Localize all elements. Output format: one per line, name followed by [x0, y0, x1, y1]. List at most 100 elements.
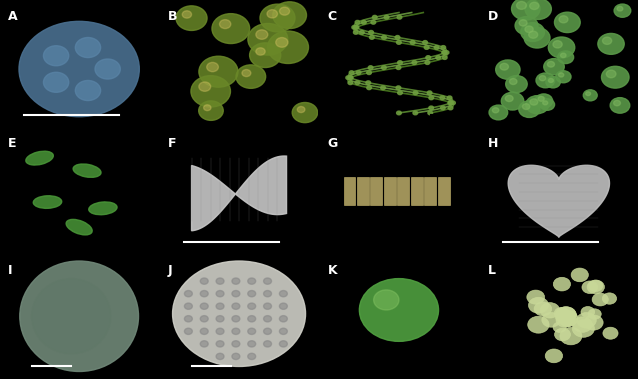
Circle shape	[561, 315, 575, 327]
Circle shape	[554, 12, 580, 33]
Circle shape	[572, 320, 595, 337]
Circle shape	[554, 307, 569, 319]
Circle shape	[528, 297, 549, 313]
Ellipse shape	[20, 261, 138, 371]
Circle shape	[538, 96, 544, 101]
Circle shape	[448, 106, 453, 110]
Circle shape	[441, 45, 445, 49]
Circle shape	[529, 31, 538, 38]
Circle shape	[493, 108, 499, 113]
Circle shape	[279, 303, 287, 309]
Circle shape	[510, 78, 517, 85]
Text: G: G	[328, 137, 338, 150]
Circle shape	[412, 61, 417, 64]
Bar	[384, 177, 396, 205]
Circle shape	[248, 353, 256, 360]
Circle shape	[263, 341, 272, 347]
Circle shape	[500, 63, 508, 70]
Circle shape	[232, 328, 240, 334]
Polygon shape	[191, 156, 286, 231]
Circle shape	[614, 4, 631, 17]
Circle shape	[248, 291, 256, 297]
Text: J: J	[168, 263, 172, 277]
Circle shape	[219, 20, 231, 28]
Circle shape	[43, 46, 69, 66]
Circle shape	[429, 96, 434, 100]
Circle shape	[369, 36, 375, 39]
Ellipse shape	[32, 279, 111, 354]
Text: 10µm: 10µm	[592, 116, 608, 122]
Circle shape	[396, 66, 401, 69]
Circle shape	[540, 99, 554, 110]
Circle shape	[429, 106, 434, 110]
Circle shape	[200, 278, 208, 284]
Circle shape	[216, 291, 224, 297]
Circle shape	[602, 37, 612, 44]
Circle shape	[442, 51, 447, 55]
Circle shape	[523, 104, 530, 110]
Circle shape	[279, 328, 287, 334]
Circle shape	[426, 56, 431, 60]
Circle shape	[353, 25, 359, 29]
Circle shape	[587, 280, 604, 294]
Circle shape	[427, 91, 432, 95]
Circle shape	[548, 37, 575, 58]
Circle shape	[382, 36, 387, 39]
Circle shape	[526, 96, 549, 114]
Circle shape	[547, 61, 554, 67]
Text: L: L	[487, 263, 496, 277]
Circle shape	[75, 80, 101, 100]
Circle shape	[423, 41, 427, 44]
Circle shape	[256, 48, 265, 55]
Circle shape	[292, 102, 318, 123]
Circle shape	[182, 11, 191, 18]
Circle shape	[382, 66, 386, 69]
Circle shape	[353, 30, 358, 34]
Circle shape	[352, 25, 357, 29]
Circle shape	[521, 23, 544, 41]
Circle shape	[371, 20, 376, 24]
Circle shape	[534, 302, 552, 316]
Circle shape	[242, 69, 251, 77]
Circle shape	[581, 307, 595, 317]
Bar	[397, 177, 409, 205]
Circle shape	[232, 353, 240, 360]
Circle shape	[260, 4, 295, 32]
Circle shape	[263, 328, 272, 334]
Circle shape	[355, 20, 360, 24]
Circle shape	[447, 96, 452, 100]
Circle shape	[525, 26, 533, 33]
Circle shape	[592, 293, 608, 306]
Circle shape	[263, 291, 272, 297]
Circle shape	[248, 303, 256, 309]
Circle shape	[440, 96, 445, 100]
Circle shape	[496, 60, 520, 79]
Circle shape	[489, 105, 508, 120]
Circle shape	[384, 16, 389, 19]
Circle shape	[204, 105, 211, 111]
Circle shape	[184, 303, 192, 309]
Circle shape	[200, 341, 208, 347]
Circle shape	[216, 316, 224, 322]
Circle shape	[598, 33, 624, 54]
Circle shape	[410, 41, 415, 44]
Circle shape	[212, 14, 249, 44]
Ellipse shape	[89, 202, 117, 215]
Circle shape	[540, 302, 560, 318]
Circle shape	[256, 30, 268, 39]
Circle shape	[216, 303, 224, 309]
Circle shape	[355, 81, 360, 85]
Circle shape	[273, 2, 306, 28]
Circle shape	[191, 76, 230, 107]
Circle shape	[560, 327, 582, 345]
Text: F: F	[168, 137, 176, 150]
Circle shape	[558, 73, 564, 77]
Circle shape	[248, 341, 256, 347]
Circle shape	[396, 86, 401, 90]
Circle shape	[279, 7, 290, 15]
Text: B: B	[168, 10, 177, 23]
Circle shape	[367, 86, 371, 90]
Circle shape	[434, 45, 439, 49]
Circle shape	[617, 6, 623, 11]
Circle shape	[216, 278, 224, 284]
